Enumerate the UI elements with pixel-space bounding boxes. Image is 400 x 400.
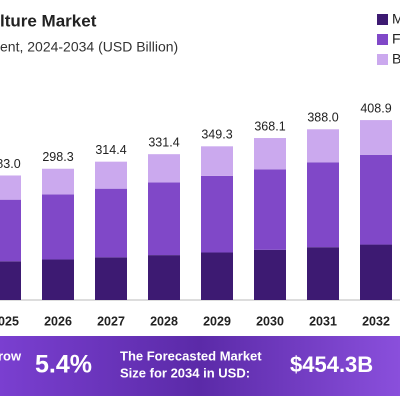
bar-segment — [42, 194, 74, 260]
banner-caption: Size for 2034 in USD: — [120, 365, 250, 380]
chart-subtitle: ent, 2024-2034 (USD Billion) — [0, 39, 178, 55]
bar-segment — [0, 175, 21, 200]
bar-segment — [95, 257, 127, 300]
bar-segment — [148, 255, 180, 300]
legend-swatch — [377, 34, 388, 45]
banner-lead: row — [0, 348, 22, 363]
bar-segment — [360, 244, 392, 300]
bar-segment — [254, 249, 286, 300]
legend-swatch — [377, 14, 388, 25]
bar-segment — [201, 175, 233, 253]
bar-segment — [148, 154, 180, 183]
bar-segment — [201, 146, 233, 176]
forecast: $454.3B — [290, 352, 373, 377]
legend-swatch — [377, 54, 388, 65]
banner-caption: The Forecasted Market — [120, 348, 262, 363]
bar-segment — [201, 252, 233, 300]
legend-label: M — [392, 11, 400, 27]
bar-segment — [0, 261, 21, 300]
bar-segment — [307, 162, 339, 248]
bar-segment — [148, 182, 180, 256]
bar-segment — [0, 199, 21, 262]
bar-segment — [95, 161, 127, 189]
total-label: 283.0 — [0, 157, 21, 171]
total-label: 388.0 — [307, 111, 338, 125]
cagr: 5.4% — [35, 351, 92, 379]
bar-segment — [254, 169, 286, 250]
total-label: 408.9 — [360, 101, 391, 115]
bar-segment — [307, 247, 339, 300]
x-tick-label: 2032 — [362, 314, 390, 328]
chart-title: lture Market — [0, 11, 97, 30]
x-tick-label: 2029 — [203, 314, 231, 328]
banner — [0, 336, 400, 396]
legend-label: B — [392, 51, 400, 67]
bar-segment — [254, 138, 286, 170]
total-label: 298.3 — [42, 150, 73, 164]
x-tick-label: 2030 — [256, 314, 284, 328]
bar-segment — [42, 259, 74, 300]
bar-segment — [42, 168, 74, 195]
total-label: 349.3 — [201, 128, 232, 142]
x-tick-label: 2026 — [44, 314, 72, 328]
bar-segment — [307, 129, 339, 163]
bar-segment — [360, 154, 392, 245]
bar-segment — [360, 120, 392, 155]
total-label: 314.4 — [95, 143, 126, 157]
total-label: 368.1 — [254, 119, 285, 133]
bar-segment — [95, 188, 127, 258]
legend-label: Fu — [392, 31, 400, 47]
x-tick-label: 2025 — [0, 314, 19, 328]
x-tick-label: 2031 — [309, 314, 337, 328]
total-label: 331.4 — [148, 135, 179, 149]
x-tick-label: 2027 — [97, 314, 125, 328]
x-tick-label: 2028 — [150, 314, 178, 328]
